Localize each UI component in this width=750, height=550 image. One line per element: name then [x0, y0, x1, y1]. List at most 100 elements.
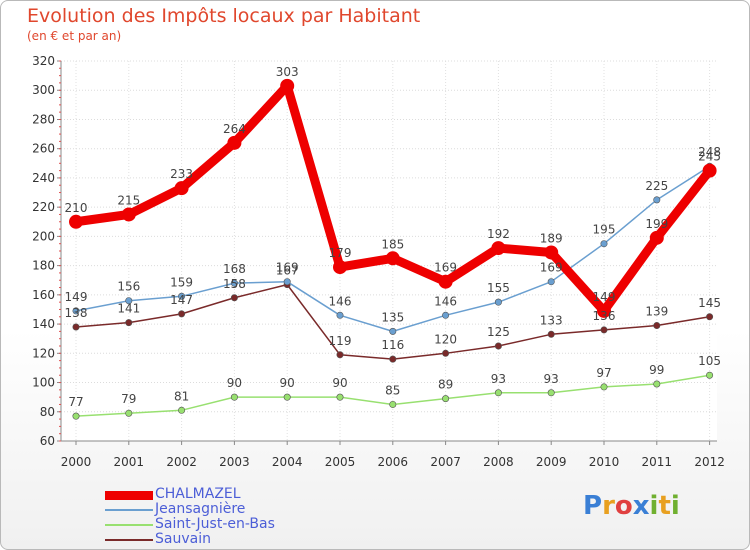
- data-label: 133: [540, 313, 563, 327]
- x-tick-label: 2000: [61, 455, 92, 469]
- data-point: [125, 297, 133, 305]
- data-point: [653, 196, 661, 204]
- data-label: 156: [117, 280, 140, 294]
- data-label: 90: [332, 376, 347, 390]
- data-point: [280, 78, 295, 93]
- y-tick-label: 160: [32, 288, 55, 302]
- data-point: [442, 395, 450, 403]
- data-label: 158: [223, 277, 246, 291]
- x-tick-label: 2008: [483, 455, 514, 469]
- data-point: [178, 406, 186, 414]
- data-point: [600, 383, 608, 391]
- data-point: [230, 294, 238, 302]
- data-point: [336, 393, 344, 401]
- logo-letter: i: [649, 491, 659, 521]
- x-tick-label: 2001: [114, 455, 145, 469]
- data-label: 146: [434, 294, 457, 308]
- data-label: 141: [117, 302, 140, 316]
- data-label: 146: [329, 294, 352, 308]
- data-point: [389, 355, 397, 363]
- data-label: 145: [698, 296, 721, 310]
- data-label: 116: [381, 338, 404, 352]
- data-point: [544, 245, 559, 260]
- data-label: 135: [381, 310, 404, 324]
- data-label: 169: [540, 261, 563, 275]
- data-label: 189: [540, 231, 563, 245]
- data-point: [125, 409, 133, 417]
- logo-letter: r: [602, 491, 615, 521]
- data-label: 215: [117, 193, 140, 207]
- data-point: [283, 278, 291, 286]
- data-point: [333, 260, 347, 275]
- data-label: 81: [174, 389, 189, 403]
- y-tick-label: 200: [32, 229, 55, 243]
- logo-letter: x: [632, 491, 650, 521]
- data-point: [649, 230, 664, 245]
- data-label: 85: [385, 383, 400, 397]
- data-point: [547, 330, 555, 338]
- data-label: 99: [649, 363, 664, 377]
- legend-label: Sauvain: [155, 531, 211, 547]
- data-label: 155: [487, 281, 510, 295]
- data-point: [706, 371, 714, 379]
- legend-swatch: [105, 490, 153, 500]
- data-point: [72, 307, 80, 315]
- x-tick-label: 2006: [378, 455, 409, 469]
- data-point: [283, 393, 291, 401]
- data-point: [230, 393, 238, 401]
- data-point: [494, 342, 502, 350]
- y-tick-label: 80: [40, 405, 55, 419]
- data-label: 136: [593, 309, 616, 323]
- data-point: [494, 298, 502, 306]
- data-point: [389, 327, 397, 335]
- data-label: 89: [438, 378, 453, 392]
- data-label: 168: [223, 262, 246, 276]
- x-tick-label: 2007: [430, 455, 461, 469]
- plot-area: [61, 61, 717, 441]
- data-label: 185: [381, 237, 404, 251]
- y-tick-label: 60: [40, 434, 55, 448]
- data-label: 169: [434, 261, 457, 275]
- data-point: [121, 207, 136, 222]
- data-label: 169: [276, 261, 299, 275]
- data-label: 167: [276, 264, 299, 278]
- data-point: [336, 351, 344, 359]
- logo-letter: P: [583, 491, 603, 521]
- x-tick-label: 2011: [642, 455, 673, 469]
- logo-letter: t: [658, 491, 671, 521]
- data-point: [547, 278, 555, 286]
- y-tick-label: 100: [32, 376, 55, 390]
- x-tick-label: 2012: [694, 455, 725, 469]
- x-tick-label: 2010: [589, 455, 620, 469]
- data-point: [174, 181, 189, 196]
- logo-letter: o: [614, 491, 633, 521]
- data-point: [227, 135, 242, 150]
- x-tick-label: 2009: [536, 455, 567, 469]
- data-point: [702, 163, 717, 178]
- data-label: 149: [593, 290, 616, 304]
- data-point: [72, 412, 80, 420]
- data-label: 225: [645, 179, 668, 193]
- data-point: [491, 241, 506, 256]
- data-point: [653, 322, 661, 330]
- y-tick-label: 140: [32, 317, 55, 331]
- chart-title: Evolution des Impôts locaux par Habitant: [27, 5, 421, 27]
- data-label: 199: [645, 217, 668, 231]
- data-label: 139: [645, 305, 668, 319]
- data-label: 105: [698, 354, 721, 368]
- y-tick-label: 180: [32, 259, 55, 273]
- data-label: 77: [68, 395, 83, 409]
- data-label: 90: [227, 376, 242, 390]
- x-tick-label: 2005: [325, 455, 356, 469]
- data-point: [442, 349, 450, 357]
- data-label: 147: [170, 293, 193, 307]
- data-label: 79: [121, 392, 136, 406]
- data-point: [494, 389, 502, 397]
- data-point: [178, 310, 186, 318]
- x-tick-label: 2002: [166, 455, 197, 469]
- data-label: 192: [487, 227, 510, 241]
- legend-swatch: [105, 509, 153, 511]
- x-tick-label: 2003: [219, 455, 250, 469]
